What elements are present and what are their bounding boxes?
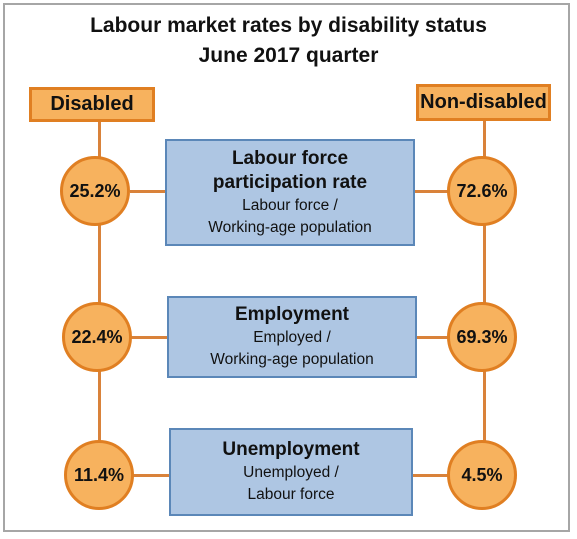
- diagram-subtitle: June 2017 quarter: [198, 44, 379, 67]
- disabled-unemployment-rate: 11.4%: [64, 440, 134, 510]
- metric-name-line2: participation rate: [212, 171, 368, 193]
- non-disabled-employment-rate: 69.3%: [447, 302, 517, 372]
- disabled-connector-line: [98, 118, 101, 458]
- row2-right-connector: [415, 336, 451, 339]
- disabled-header: Disabled: [29, 87, 155, 122]
- metric-box-participation: Labour force participation rate Labour f…: [165, 139, 415, 246]
- metric-name: Employment: [234, 304, 350, 325]
- row3-left-connector: [133, 474, 171, 477]
- row1-left-connector: [130, 190, 166, 193]
- metric-formula-line2: Working-age population: [210, 351, 374, 368]
- disabled-participation-rate: 25.2%: [60, 156, 130, 226]
- row2-left-connector: [130, 336, 168, 339]
- metric-name-line1: Labour force: [231, 147, 349, 169]
- metric-formula-line1: Employed /: [253, 329, 331, 346]
- non-disabled-participation-rate: 72.6%: [447, 156, 517, 226]
- non-disabled-connector-line: [483, 118, 486, 458]
- non-disabled-header: Non-disabled: [416, 84, 551, 121]
- metric-formula-line2: Labour force: [247, 486, 335, 503]
- metric-box-unemployment: Unemployment Unemployed / Labour force: [169, 428, 413, 516]
- row3-right-connector: [411, 474, 449, 477]
- non-disabled-unemployment-rate: 4.5%: [447, 440, 517, 510]
- metric-box-employment: Employment Employed / Working-age popula…: [167, 296, 417, 378]
- metric-formula-line1: Labour force /: [242, 196, 338, 214]
- disabled-employment-rate: 22.4%: [62, 302, 132, 372]
- metric-name: Unemployment: [222, 439, 360, 460]
- metric-formula-line1: Unemployed /: [243, 464, 339, 481]
- metric-formula-line2: Working-age population: [208, 218, 372, 236]
- diagram-title: Labour market rates by disability status: [90, 14, 487, 37]
- row1-right-connector: [413, 190, 449, 193]
